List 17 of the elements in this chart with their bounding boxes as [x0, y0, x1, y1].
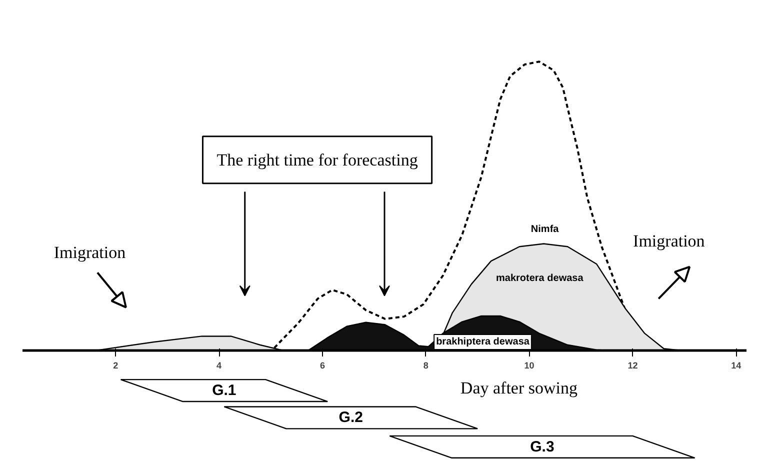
x-tick-label: 12 — [628, 360, 638, 371]
text: G.1 — [212, 382, 236, 400]
x-tick-label: 4 — [216, 360, 222, 371]
annotation: Imigration — [633, 231, 706, 250]
annotation: The right time for forecasting — [216, 150, 418, 170]
annotation: makrotera dewasa — [496, 272, 584, 284]
x-tick-label: 2 — [113, 360, 118, 371]
text: G.3 — [530, 438, 554, 456]
annotation: Imigration — [54, 242, 126, 262]
x-tick-label: 6 — [320, 360, 325, 371]
x-tick-label: 14 — [731, 360, 742, 371]
x-tick-label: 10 — [524, 360, 534, 371]
x-tick-label: 8 — [423, 360, 428, 371]
text: G.2 — [338, 409, 363, 426]
annotation: brakhiptera dewasa — [436, 336, 530, 348]
x-axis-title: Day after sowing — [460, 378, 578, 398]
annotation: Nimfa — [530, 224, 560, 235]
